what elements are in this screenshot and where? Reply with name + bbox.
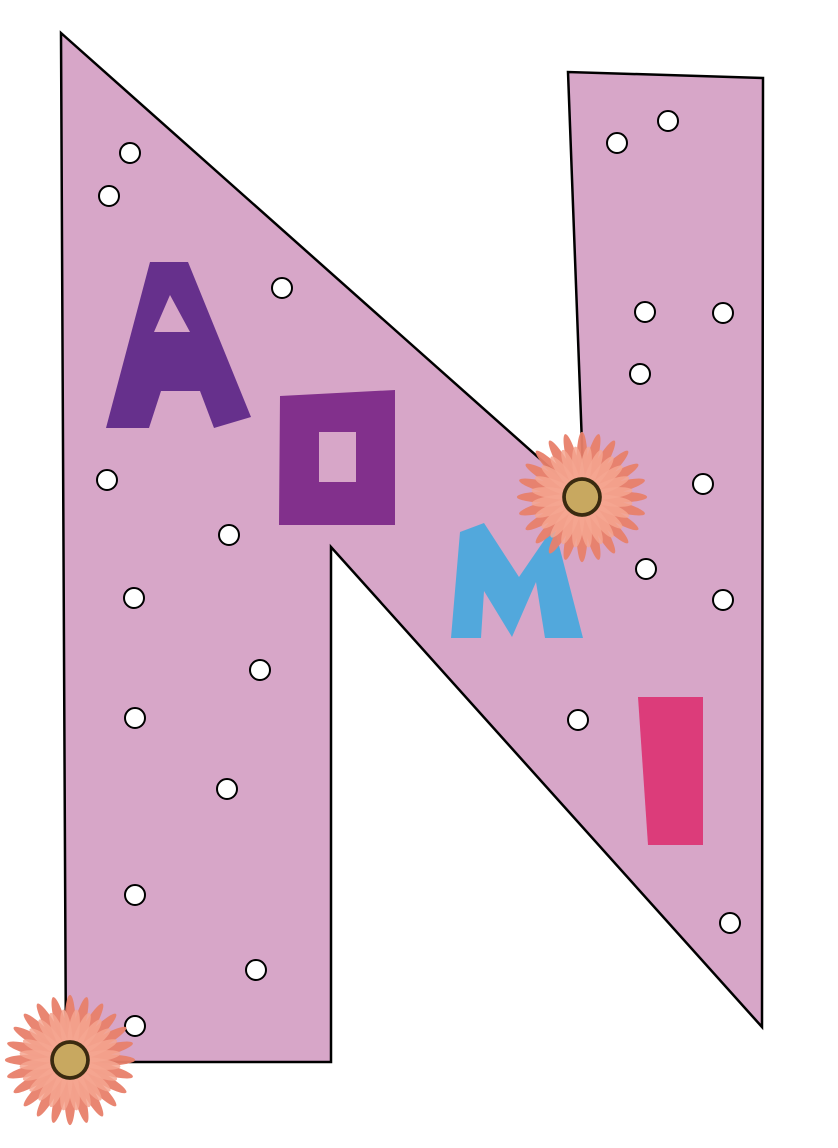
dot-icon	[124, 707, 146, 729]
dot-icon	[218, 524, 240, 546]
dot-icon	[245, 959, 267, 981]
letter-a	[106, 262, 251, 428]
dot-icon	[249, 659, 271, 681]
dot-icon	[629, 363, 651, 385]
dot-icon	[216, 778, 238, 800]
flower-icon	[516, 431, 648, 563]
dot-icon	[712, 589, 734, 611]
big-letter-n	[59, 30, 765, 1064]
dot-icon	[124, 884, 146, 906]
dot-icon	[634, 301, 656, 323]
dot-icon	[712, 302, 734, 324]
dot-icon	[719, 912, 741, 934]
flower-icon	[4, 994, 136, 1126]
dot-icon	[657, 110, 679, 132]
letter-i	[638, 697, 703, 845]
dot-icon	[119, 142, 141, 164]
dot-icon	[606, 132, 628, 154]
dot-icon	[98, 185, 120, 207]
dots-group	[96, 110, 741, 1037]
letter-o	[279, 390, 395, 525]
dot-icon	[271, 277, 293, 299]
flower-center	[565, 480, 599, 514]
dot-icon	[692, 473, 714, 495]
dot-icon	[123, 587, 145, 609]
dot-icon	[635, 558, 657, 580]
dot-icon	[124, 1015, 146, 1037]
dot-icon	[96, 469, 118, 491]
flower-center	[53, 1043, 87, 1077]
dot-icon	[567, 709, 589, 731]
